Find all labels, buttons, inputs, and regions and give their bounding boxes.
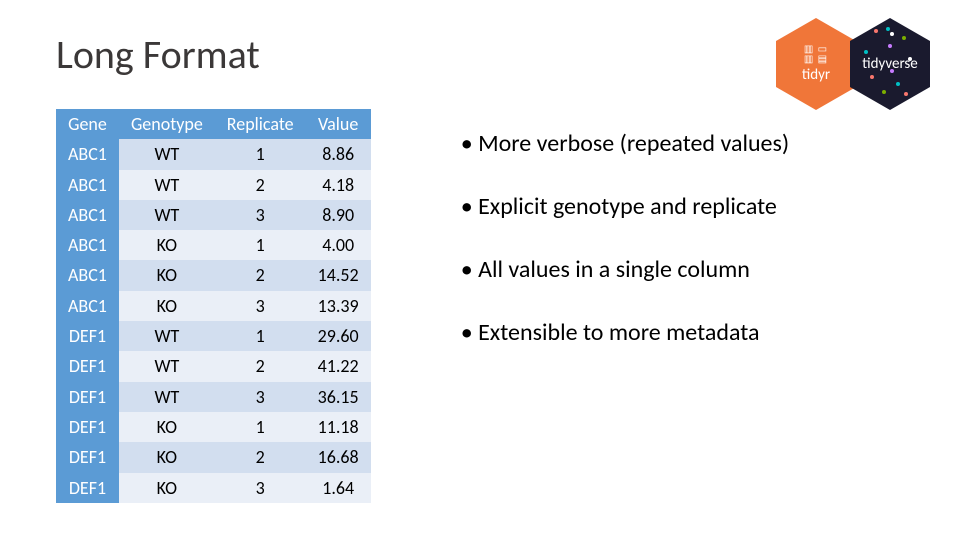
tidyr-glyph-icon: ▥ ▭▥ ▤: [804, 44, 828, 64]
table-row: DEF1WT241.22: [56, 351, 371, 381]
table-row: DEF1WT129.60: [56, 321, 371, 351]
content-row: Gene Genotype Replicate Value ABC1WT18.8…: [56, 109, 920, 503]
table-body: ABC1WT18.86 ABC1WT24.18 ABC1WT38.90 ABC1…: [56, 139, 371, 503]
table-row: DEF1KO111.18: [56, 412, 371, 442]
logo-group: ▥ ▭▥ ▤ tidyr tidyverse: [782, 18, 930, 110]
col-value: Value: [306, 109, 371, 139]
bullet-item: All values in a single column: [461, 255, 789, 284]
table-row: DEF1KO31.64: [56, 473, 371, 503]
tidyverse-label: tidyverse: [862, 55, 918, 73]
bullet-item: More verbose (repeated values): [461, 129, 789, 158]
table-row: ABC1WT24.18: [56, 170, 371, 200]
bullet-item: Extensible to more metadata: [461, 318, 789, 347]
col-replicate: Replicate: [215, 109, 306, 139]
tidyverse-logo: tidyverse: [850, 18, 930, 110]
tidyr-logo: ▥ ▭▥ ▤ tidyr: [776, 18, 856, 110]
tidyr-label: tidyr: [802, 66, 830, 84]
table-row: DEF1KO216.68: [56, 442, 371, 472]
col-genotype: Genotype: [119, 109, 215, 139]
table-row: ABC1KO14.00: [56, 230, 371, 260]
bullet-list: More verbose (repeated values) Explicit …: [421, 129, 789, 381]
table-row: ABC1KO313.39: [56, 291, 371, 321]
table-header-row: Gene Genotype Replicate Value: [56, 109, 371, 139]
table-row: ABC1WT18.86: [56, 139, 371, 169]
col-gene: Gene: [56, 109, 119, 139]
table-row: DEF1WT336.15: [56, 382, 371, 412]
table-row: ABC1WT38.90: [56, 200, 371, 230]
slide: ▥ ▭▥ ▤ tidyr tidyverse Long Format: [0, 0, 960, 540]
data-table: Gene Genotype Replicate Value ABC1WT18.8…: [56, 109, 371, 503]
table-row: ABC1KO214.52: [56, 260, 371, 290]
bullet-item: Explicit genotype and replicate: [461, 192, 789, 221]
